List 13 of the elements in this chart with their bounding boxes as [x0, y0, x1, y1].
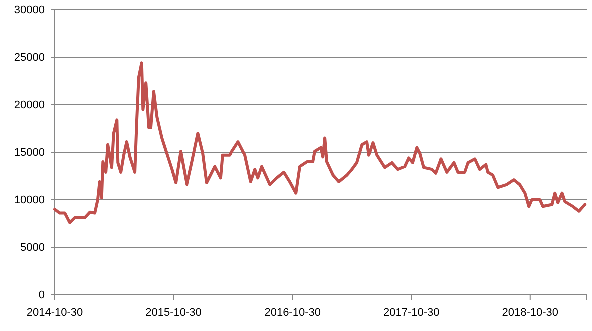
y-tick-label: 25000	[14, 52, 45, 64]
y-tick-label: 10000	[14, 194, 45, 207]
x-tick-label: 2017-10-30	[383, 306, 440, 319]
line-series	[54, 62, 587, 224]
y-tick-label: 15000	[14, 147, 45, 160]
y-tick-label: 0	[38, 290, 45, 302]
y-tick-label: 5000	[20, 242, 45, 254]
x-tick-label: 2016-10-30	[264, 306, 321, 319]
x-tick-label: 2015-10-30	[146, 306, 202, 319]
y-tick-label: 30000	[14, 4, 45, 17]
y-tick-label: 20000	[14, 100, 45, 112]
x-tick-label: 2018-10-30	[502, 306, 559, 319]
x-tick-label: 2014-10-30	[26, 306, 84, 319]
